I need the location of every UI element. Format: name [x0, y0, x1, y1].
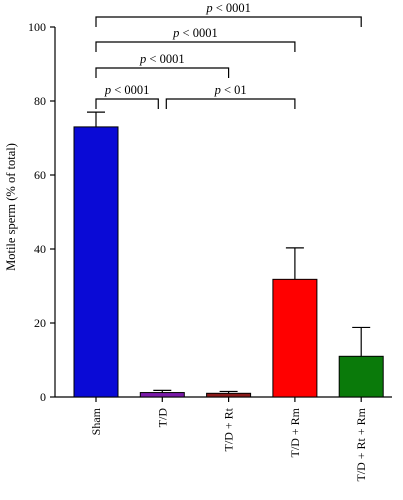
x-tick-label: Sham: [89, 407, 103, 435]
significance-bracket: [95, 16, 362, 27]
y-tick-label: 20: [34, 316, 46, 330]
y-tick-label: 60: [34, 168, 46, 182]
x-tick-label: T/D + Rt + Rm: [354, 407, 368, 481]
significance-label: p < 0001: [104, 83, 150, 97]
significance-bracket: [95, 67, 230, 78]
bar: [338, 355, 384, 398]
y-axis-label: Motile sperm (% of total): [4, 143, 18, 271]
significance-brackets: p < 0001 p < 0001 p < 0001 p < 0001 p < 01: [95, 1, 362, 109]
error-bars: [87, 111, 371, 394]
bar: [272, 278, 318, 398]
y-axis: 0 20 40 60 80 100: [28, 20, 56, 404]
significance-bracket: [165, 98, 296, 109]
y-tick-label: 40: [34, 242, 46, 256]
y-tick-label: 80: [34, 94, 46, 108]
significance-bracket: [95, 98, 159, 109]
significance-label: p < 01: [214, 83, 247, 97]
bar: [206, 392, 252, 398]
y-tick-label: 0: [40, 390, 46, 404]
significance-label: p < 0001: [172, 26, 218, 40]
x-tick-label: T/D: [155, 408, 169, 428]
x-tick-label: T/D + Rm: [288, 407, 302, 457]
bar: [139, 392, 185, 398]
x-tick-label: T/D + Rt: [222, 407, 236, 451]
x-axis: Sham T/D T/D + Rt T/D + Rm T/D + Rt + Rm: [55, 396, 392, 482]
significance-label: p < 0001: [139, 52, 185, 66]
bars: [73, 126, 384, 398]
bar: [73, 126, 119, 398]
significance-bracket: [95, 41, 296, 52]
y-tick-label: 100: [28, 20, 46, 34]
significance-label: p < 0001: [205, 1, 251, 15]
